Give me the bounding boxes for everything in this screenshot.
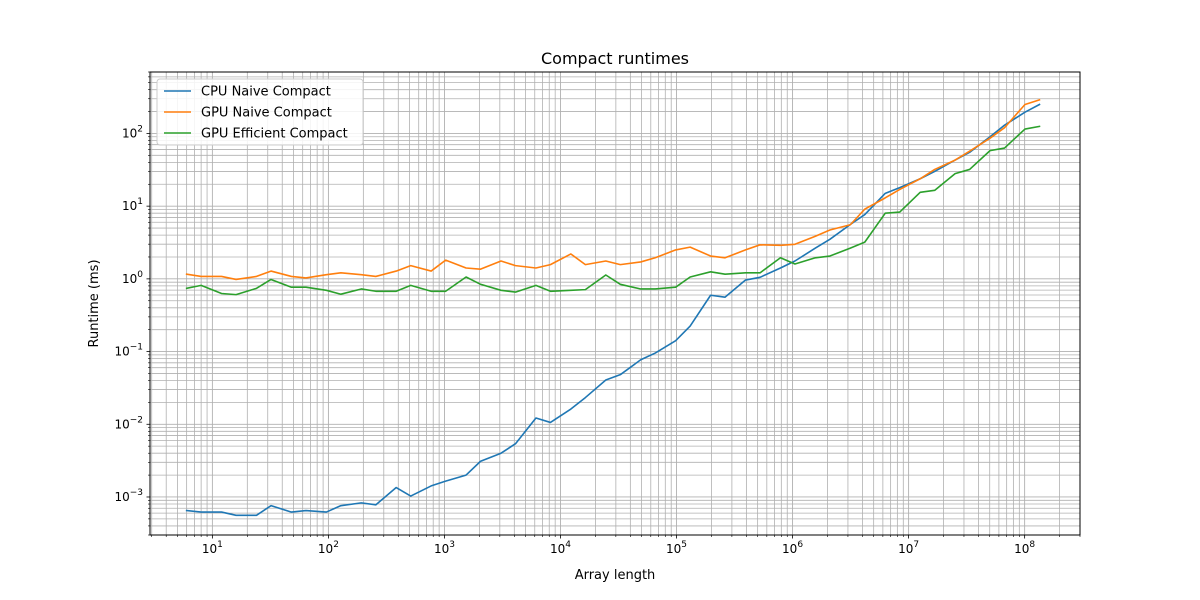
y-tick-label: 10−2 — [114, 415, 143, 431]
x-tick-label: 107 — [898, 540, 919, 556]
legend-entry-label: GPU Efficient Compact — [201, 127, 348, 142]
y-tick-label: 101 — [122, 197, 143, 213]
legend-entry-label: GPU Naive Compact — [201, 106, 332, 121]
series-line-2 — [185, 98, 1041, 281]
series-lines — [185, 98, 1041, 517]
x-axis-label: Array length — [575, 568, 656, 583]
y-axis-label: Runtime (ms) — [87, 259, 102, 347]
x-tick-label: 106 — [782, 540, 803, 556]
x-tick-label: 102 — [318, 540, 339, 556]
legend-box — [156, 78, 364, 146]
y-tick-label: 10−1 — [114, 343, 143, 359]
x-tick-label: 105 — [666, 540, 687, 556]
legend: CPU Naive Compact GPU Naive Compact GPU Ef… — [156, 78, 364, 146]
y-tick-label: 100 — [122, 270, 143, 286]
legend-entry-label: CPU Naive Compact — [201, 85, 331, 100]
x-tick-label: 103 — [434, 540, 455, 556]
plot-frame — [149, 71, 1081, 536]
axis-ticks: 101 102 103 104 105 106 107 108 10−3 10−2 10−1 100 1… — [114, 71, 1081, 556]
series-line-3 — [185, 125, 1041, 296]
chart-title: Compact runtimes — [541, 49, 689, 68]
y-tick-label: 102 — [122, 124, 143, 140]
x-tick-label: 108 — [1014, 540, 1035, 556]
series-line-1 — [185, 103, 1041, 517]
plot-area — [150, 72, 1080, 535]
x-tick-label: 104 — [550, 540, 571, 556]
x-tick-label: 101 — [202, 540, 223, 556]
y-tick-label: 10−3 — [114, 488, 143, 504]
